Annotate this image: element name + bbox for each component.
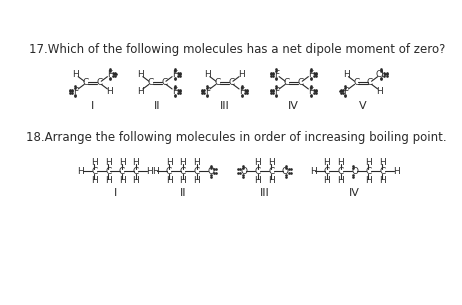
Text: C: C	[147, 78, 154, 87]
Text: F: F	[274, 87, 280, 96]
Text: H: H	[379, 176, 386, 185]
Text: H: H	[238, 70, 245, 79]
Text: H: H	[119, 158, 125, 167]
Text: C: C	[91, 167, 97, 176]
Text: O: O	[282, 167, 289, 176]
Text: H: H	[268, 176, 275, 185]
Text: C: C	[365, 167, 371, 176]
Text: IV: IV	[288, 101, 299, 110]
Text: C: C	[166, 167, 172, 176]
Text: F: F	[172, 87, 177, 96]
Text: C: C	[324, 167, 330, 176]
Text: III: III	[260, 188, 269, 198]
Text: F: F	[172, 70, 177, 79]
Text: C: C	[97, 78, 103, 87]
Text: C: C	[228, 78, 235, 87]
Text: C: C	[268, 167, 274, 176]
Text: C: C	[83, 78, 89, 87]
Text: C: C	[161, 78, 168, 87]
Text: H: H	[323, 158, 330, 167]
Text: H: H	[254, 158, 261, 167]
Text: H: H	[310, 167, 316, 176]
Text: H: H	[77, 167, 84, 176]
Text: H: H	[91, 176, 97, 185]
Text: F: F	[205, 87, 210, 96]
Text: H: H	[379, 158, 386, 167]
Text: I: I	[114, 188, 117, 198]
Text: C: C	[214, 78, 221, 87]
Text: H: H	[194, 158, 200, 167]
Text: H: H	[73, 70, 79, 79]
Text: H: H	[105, 176, 111, 185]
Text: C: C	[367, 78, 373, 87]
Text: Cl: Cl	[376, 70, 384, 79]
Text: H: H	[343, 70, 349, 79]
Text: II: II	[180, 188, 186, 198]
Text: C: C	[105, 167, 111, 176]
Text: O: O	[207, 167, 214, 176]
Text: O: O	[351, 167, 358, 176]
Text: I: I	[91, 101, 94, 110]
Text: H: H	[137, 87, 144, 96]
Text: C: C	[338, 167, 344, 176]
Text: IV: IV	[349, 188, 360, 198]
Text: H: H	[137, 70, 144, 79]
Text: H: H	[180, 176, 186, 185]
Text: H: H	[337, 158, 344, 167]
Text: 18.Arrange the following molecules in order of increasing boiling point.: 18.Arrange the following molecules in or…	[26, 131, 447, 144]
Text: H: H	[194, 176, 200, 185]
Text: C: C	[255, 167, 261, 176]
Text: H: H	[254, 176, 261, 185]
Text: II: II	[154, 101, 161, 110]
Text: H: H	[133, 176, 139, 185]
Text: F: F	[308, 70, 313, 79]
Text: H: H	[393, 167, 400, 176]
Text: C: C	[194, 167, 200, 176]
Text: C: C	[119, 167, 125, 176]
Text: F: F	[239, 87, 244, 96]
Text: H: H	[365, 158, 372, 167]
Text: H: H	[166, 176, 172, 185]
Text: C: C	[180, 167, 186, 176]
Text: V: V	[359, 101, 367, 110]
Text: O: O	[240, 167, 247, 176]
Text: F: F	[308, 87, 313, 96]
Text: H: H	[106, 87, 113, 96]
Text: F: F	[107, 70, 112, 79]
Text: III: III	[219, 101, 229, 110]
Text: H: H	[91, 158, 97, 167]
Text: F: F	[344, 87, 349, 96]
Text: H: H	[119, 176, 125, 185]
Text: H: H	[180, 158, 186, 167]
Text: F: F	[274, 70, 280, 79]
Text: H: H	[146, 167, 153, 176]
Text: H: H	[133, 158, 139, 167]
Text: H: H	[377, 87, 383, 96]
Text: H: H	[204, 70, 211, 79]
Text: C: C	[379, 167, 385, 176]
Text: C: C	[133, 167, 139, 176]
Text: C: C	[284, 78, 290, 87]
Text: C: C	[353, 78, 359, 87]
Text: 17.Which of the following molecules has a net dipole moment of zero?: 17.Which of the following molecules has …	[29, 43, 445, 56]
Text: H: H	[105, 158, 111, 167]
Text: C: C	[298, 78, 304, 87]
Text: H: H	[268, 158, 275, 167]
Text: H: H	[323, 176, 330, 185]
Text: H: H	[152, 167, 158, 176]
Text: H: H	[337, 176, 344, 185]
Text: H: H	[166, 158, 172, 167]
Text: H: H	[365, 176, 372, 185]
Text: F: F	[73, 87, 79, 96]
